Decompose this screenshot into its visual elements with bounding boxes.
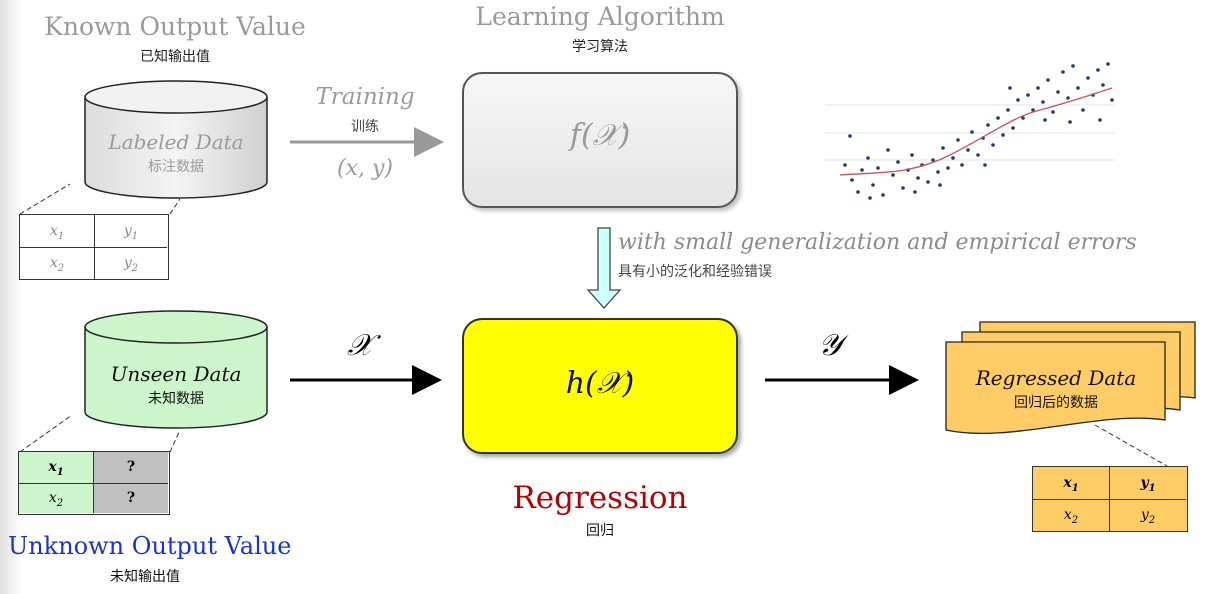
learning-function-label: f(𝒳) — [569, 118, 631, 153]
labeled-dash-left — [19, 183, 71, 215]
regressed-cell-y1: y1 — [1110, 467, 1186, 500]
regressed-cell-y2: y2 — [1140, 507, 1156, 526]
regressed-data-table: x1 y1 x2 y2 — [1032, 466, 1188, 532]
regressed-dash — [1094, 424, 1168, 467]
unknown-output-title: Unknown Output Value — [8, 532, 292, 560]
unknown-output-subtitle: 未知输出值 — [110, 569, 180, 585]
known-output-title: Known Output Value — [44, 12, 306, 41]
labeled-data-table: x1 y1 x2 y2 — [19, 214, 169, 280]
unseen-cell-x2: x2 — [19, 484, 94, 513]
generalization-text: with small generalization and empirical … — [618, 230, 1137, 255]
labeled-cell-x2: x2 — [20, 248, 95, 279]
training-label: Training — [315, 84, 415, 110]
training-subtitle: 训练 — [351, 119, 379, 135]
unseen-cell-q1: ? — [94, 452, 168, 484]
generalization-subtitle: 具有小的泛化和经验错误 — [618, 264, 772, 280]
regression-function-box: h(𝒳) — [462, 318, 738, 454]
regression-title: Regression — [512, 480, 688, 516]
regression-function-label: h(𝒳) — [565, 366, 635, 401]
learning-algorithm-title: Learning Algorithm — [475, 2, 725, 31]
learning-function-box: f(𝒳) — [462, 72, 738, 208]
labeled-data-subtitle: 标注数据 — [148, 159, 204, 175]
labeled-cell-y1: y1 — [95, 215, 167, 248]
unseen-dash-right — [169, 429, 181, 453]
training-pair: (x, y) — [337, 156, 393, 181]
unseen-cell-x1: x1 — [19, 452, 94, 484]
regressed-data-documents — [945, 321, 1196, 435]
labeled-data-cylinder — [84, 80, 268, 199]
unseen-dash-left — [19, 414, 73, 453]
unseen-data-cylinder — [84, 310, 268, 429]
generalization-down-arrow — [586, 227, 622, 309]
labeled-cell-x1: x1 — [20, 215, 95, 248]
left-edge-gradient — [0, 0, 22, 594]
labeled-cell-y2: y2 — [123, 255, 139, 274]
unseen-cell-q2: ? — [94, 484, 168, 513]
scatter-plot-thumbnail — [825, 62, 1115, 200]
regressed-cell-x1: x1 — [1033, 467, 1110, 500]
y-arrow-label: 𝒴 — [818, 328, 842, 363]
learning-algorithm-subtitle: 学习算法 — [572, 39, 628, 55]
unseen-data-table: x1 ? x2 ? — [18, 451, 170, 515]
labeled-data-title: Labeled Data — [108, 130, 244, 154]
x-arrow-label: 𝒳 — [347, 328, 373, 363]
unseen-data-subtitle: 未知数据 — [148, 391, 204, 407]
regressed-cell-x2: x2 — [1033, 500, 1110, 531]
labeled-dash-right — [169, 198, 181, 215]
regression-subtitle: 回归 — [586, 523, 614, 539]
unseen-data-title: Unseen Data — [110, 362, 242, 386]
regressed-data-subtitle: 回归后的数据 — [1014, 395, 1098, 411]
regressed-data-title: Regressed Data — [975, 366, 1137, 390]
known-output-subtitle: 已知输出值 — [140, 49, 210, 65]
